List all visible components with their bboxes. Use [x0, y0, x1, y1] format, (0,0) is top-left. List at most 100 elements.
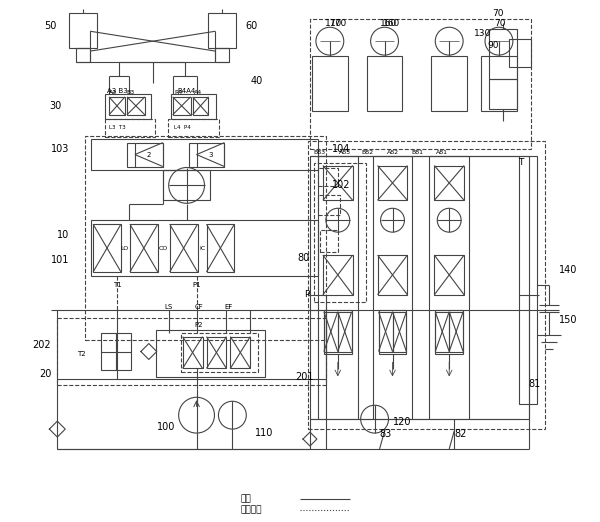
Bar — [156, 329, 265, 377]
Bar — [93, 224, 121, 272]
Text: 104: 104 — [332, 144, 350, 153]
Bar — [379, 310, 406, 354]
Bar — [91, 220, 318, 276]
Bar — [435, 312, 449, 351]
Text: EF: EF — [224, 304, 233, 310]
Bar — [519, 156, 537, 404]
Bar — [449, 312, 463, 351]
Text: 82: 82 — [454, 429, 467, 439]
Bar — [431, 56, 467, 111]
Bar — [57, 318, 326, 385]
Text: 102: 102 — [332, 181, 350, 191]
Bar — [310, 156, 529, 419]
Bar — [434, 255, 464, 295]
Text: B83: B83 — [314, 150, 326, 155]
Text: 130: 130 — [474, 29, 491, 38]
Bar — [206, 224, 235, 272]
Text: 2: 2 — [146, 151, 151, 158]
Bar — [182, 337, 203, 369]
Bar — [434, 165, 464, 200]
Text: 83: 83 — [380, 429, 392, 439]
Bar — [215, 48, 229, 62]
Text: 电气线路: 电气线路 — [241, 505, 262, 514]
Bar — [168, 119, 220, 137]
Text: 100: 100 — [157, 422, 176, 432]
Bar — [109, 97, 125, 115]
Text: 90: 90 — [487, 41, 499, 50]
Text: A83: A83 — [338, 150, 351, 155]
Bar — [320, 230, 338, 252]
Bar — [489, 29, 517, 79]
Text: 3: 3 — [208, 151, 213, 158]
Text: P1: P1 — [192, 282, 201, 288]
Text: 160: 160 — [380, 19, 397, 28]
Text: A3 B3: A3 B3 — [107, 88, 127, 94]
Bar — [76, 48, 90, 62]
Text: P2: P2 — [194, 322, 203, 328]
Bar — [323, 165, 353, 200]
Text: 30: 30 — [49, 101, 61, 111]
Bar — [105, 94, 151, 119]
Text: CF: CF — [194, 304, 203, 310]
Text: 50: 50 — [44, 21, 56, 31]
Text: LS: LS — [164, 304, 173, 310]
Text: 110: 110 — [255, 428, 274, 438]
Bar — [230, 337, 250, 369]
Text: 81: 81 — [529, 379, 541, 389]
Bar — [163, 171, 211, 200]
Bar — [170, 94, 217, 119]
Text: 201: 201 — [295, 372, 314, 383]
Text: T2: T2 — [77, 351, 85, 358]
Bar — [127, 97, 145, 115]
Text: A82: A82 — [388, 150, 400, 155]
Text: A3: A3 — [109, 90, 117, 96]
Bar — [208, 14, 236, 48]
Bar — [101, 333, 131, 371]
Bar — [367, 56, 403, 111]
Bar — [312, 56, 348, 111]
Bar — [392, 312, 406, 351]
Bar — [91, 139, 318, 171]
Text: B3: B3 — [127, 90, 135, 96]
Text: 10: 10 — [57, 230, 69, 240]
Bar — [318, 169, 338, 186]
Text: 170: 170 — [325, 19, 342, 28]
Text: 202: 202 — [33, 339, 52, 350]
Bar — [130, 224, 158, 272]
Text: 20: 20 — [39, 370, 52, 379]
Bar — [308, 140, 545, 429]
Bar — [206, 337, 226, 369]
Text: 140: 140 — [559, 265, 577, 275]
Bar — [377, 255, 407, 295]
Bar — [170, 224, 197, 272]
Text: T1: T1 — [113, 282, 121, 288]
Text: 80: 80 — [298, 253, 310, 263]
Text: T: T — [518, 158, 524, 167]
Text: L3  T3: L3 T3 — [109, 125, 125, 130]
Text: LO: LO — [121, 245, 129, 251]
Text: P: P — [305, 290, 310, 299]
Text: R4A4: R4A4 — [178, 88, 196, 94]
Bar — [489, 79, 517, 109]
Text: 40: 40 — [250, 76, 263, 86]
Bar — [324, 310, 352, 354]
Text: A81: A81 — [436, 150, 448, 155]
Bar — [69, 14, 97, 48]
Bar — [310, 19, 531, 149]
Bar — [379, 312, 392, 351]
Text: 120: 120 — [392, 417, 411, 427]
Text: 70: 70 — [494, 19, 505, 28]
Bar — [314, 162, 365, 302]
Bar — [435, 310, 463, 354]
Text: 150: 150 — [559, 315, 577, 325]
Bar — [85, 136, 326, 340]
Bar — [193, 97, 208, 115]
Text: CO: CO — [159, 245, 169, 251]
Text: L4  P4: L4 P4 — [174, 125, 191, 130]
Bar — [324, 312, 338, 351]
Text: 70: 70 — [492, 9, 503, 18]
Bar — [509, 39, 531, 67]
Text: 60: 60 — [245, 21, 257, 31]
Bar — [377, 165, 407, 200]
Bar — [318, 195, 340, 215]
